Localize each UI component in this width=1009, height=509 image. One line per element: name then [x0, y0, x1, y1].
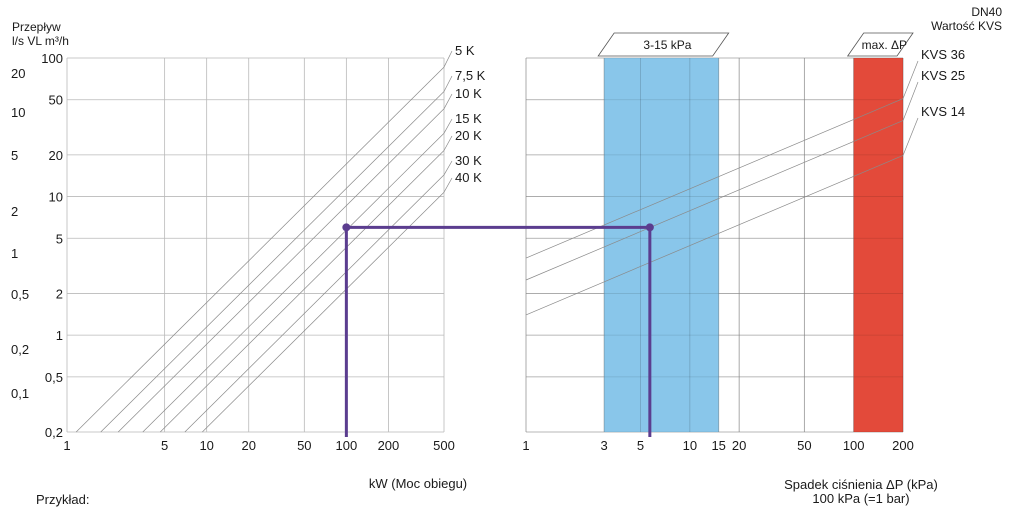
xtick-right: 1 [522, 438, 529, 453]
kvs-line-1 [525, 120, 904, 281]
ytick-ls: 0,5 [11, 287, 29, 302]
dt-label: 10 K [455, 86, 482, 101]
pressure-bands [597, 32, 914, 432]
header-title: Przepływ [12, 20, 61, 34]
band-1 [853, 58, 903, 432]
flow-line-4 [160, 150, 445, 433]
xtick-left: 500 [433, 438, 455, 453]
example-polyline [344, 225, 652, 437]
dt-leader [443, 135, 453, 151]
xtick-left: 200 [378, 438, 400, 453]
xlabel-right-1: Spadek ciśnienia ΔP (kPa) [784, 477, 938, 492]
kvs-label: KVS 25 [921, 68, 965, 83]
kvs-label: KVS 36 [921, 47, 965, 62]
band-label-box [597, 32, 730, 57]
header-dn: DN40 [971, 5, 1002, 19]
flow-line-6 [202, 191, 445, 433]
kvs-line-0 [525, 98, 904, 259]
example-point-pressure [645, 223, 654, 232]
grid-over-bands [525, 57, 904, 433]
band-label: max. ΔP [862, 38, 907, 52]
xlabel-right-2: 100 kPa (=1 bar) [812, 491, 909, 506]
ytick-ls: 20 [11, 66, 25, 81]
ytick-m3h: 0,5 [45, 370, 63, 385]
kvs-line-2 [525, 155, 904, 316]
dt-leader [443, 177, 453, 193]
dt-leader [443, 50, 453, 68]
header-kvs: Wartość KVS [931, 19, 1002, 33]
flow-line-2 [117, 108, 445, 433]
xtick-right: 100 [843, 438, 865, 453]
example-path [342, 223, 654, 437]
ytick-m3h: 100 [41, 51, 63, 66]
ytick-m3h: 2 [56, 286, 63, 301]
ytick-m3h: 1 [56, 328, 63, 343]
dt-label: 20 K [455, 128, 482, 143]
ytick-m3h: 20 [49, 148, 63, 163]
dt-leader [443, 118, 453, 134]
dt-label: 7,5 K [455, 68, 486, 83]
xtick-left: 1 [63, 438, 70, 453]
band-label: 3-15 kPa [643, 38, 691, 52]
xtick-right: 10 [683, 438, 697, 453]
example-point-power [342, 223, 351, 232]
dt-leader [443, 75, 453, 92]
kvs-leader [902, 60, 919, 99]
xtick-right: 20 [732, 438, 746, 453]
ytick-ls: 1 [11, 246, 18, 261]
dt-leader [443, 160, 453, 176]
labels: 3-15 kPa max. ΔP 5 K 7,5 K 10 K 15 K 20 K 30 K 4… [11, 5, 1002, 507]
xtick-right: 3 [601, 438, 608, 453]
flow-lines [75, 50, 919, 433]
dt-label: 15 K [455, 111, 482, 126]
dt-label: 5 K [455, 43, 475, 58]
ytick-ls: 5 [11, 148, 18, 163]
xtick-left: 100 [336, 438, 358, 453]
example-label: Przykład: [36, 492, 89, 507]
ytick-m3h: 50 [49, 93, 63, 108]
header-units: l/s VL m³/h [12, 34, 69, 48]
kvs-label: KVS 14 [921, 104, 965, 119]
ytick-ls: 0,1 [11, 386, 29, 401]
flow-line-3 [142, 132, 445, 433]
flow-line-0 [75, 66, 445, 433]
dt-label: 30 K [455, 153, 482, 168]
dt-leader [443, 93, 453, 109]
xlabel-left: kW (Moc obiegu) [369, 476, 467, 491]
ytick-ls: 10 [11, 105, 25, 120]
xtick-right: 15 [711, 438, 725, 453]
xtick-right: 200 [892, 438, 914, 453]
grid [66, 57, 904, 433]
ytick-m3h: 5 [56, 231, 63, 246]
xtick-left: 5 [161, 438, 168, 453]
ytick-m3h: 10 [49, 190, 63, 205]
kvs-leader [902, 117, 919, 156]
flow-line-5 [184, 174, 445, 433]
xtick-left: 10 [199, 438, 213, 453]
band-0 [604, 58, 719, 432]
band-label-box [846, 32, 914, 57]
xtick-right: 50 [797, 438, 811, 453]
xtick-right: 5 [637, 438, 644, 453]
ytick-m3h: 0,2 [45, 425, 63, 440]
ytick-ls: 0,2 [11, 342, 29, 357]
kvs-leader [902, 81, 919, 121]
xtick-left: 50 [297, 438, 311, 453]
xtick-left: 20 [241, 438, 255, 453]
ytick-ls: 2 [11, 204, 18, 219]
flow-line-1 [100, 91, 445, 433]
dt-label: 40 K [455, 170, 482, 185]
